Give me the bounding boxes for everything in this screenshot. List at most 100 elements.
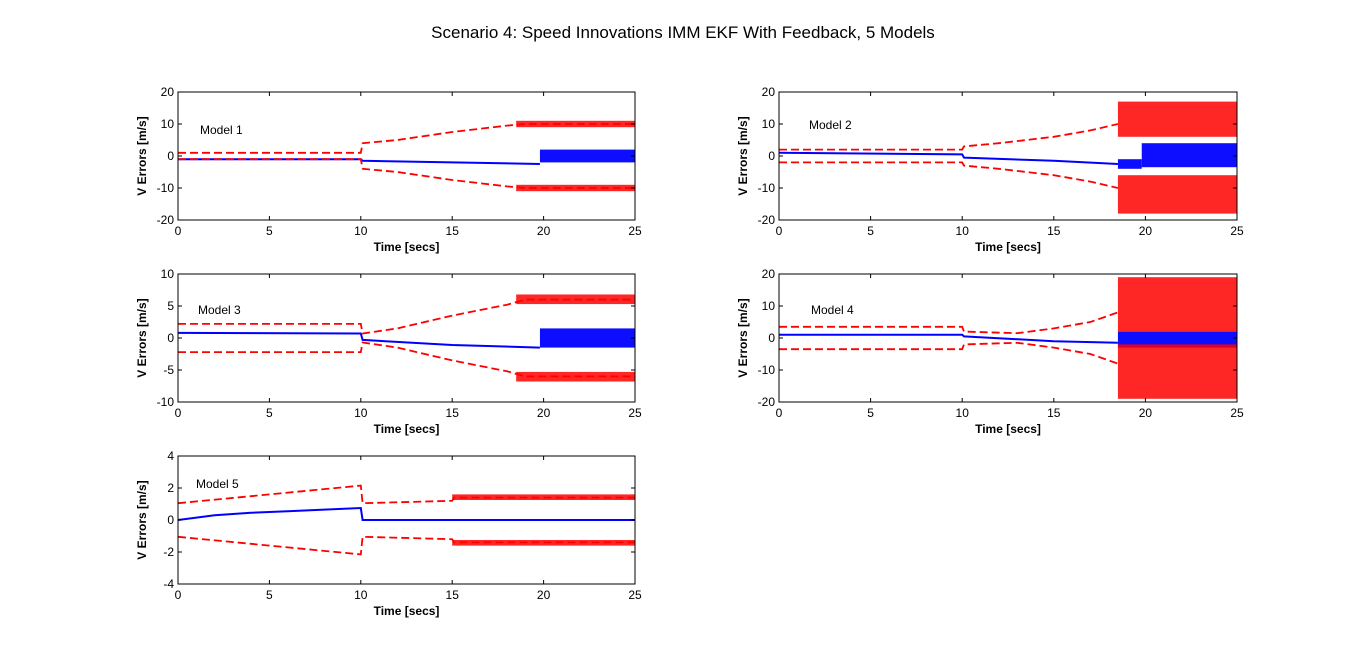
upper-bound-line xyxy=(779,123,1119,151)
lower-bound-line xyxy=(779,341,1119,365)
x-tick-label: 15 xyxy=(446,588,460,602)
model-annotation: Model 1 xyxy=(200,123,243,137)
subplot-model-3: 0 5 10 15 20 25 10 5 0 -5 -10 Time [secs] V Errors [… xyxy=(135,267,642,436)
x-tick-label: 0 xyxy=(776,406,783,420)
upper-bound-line xyxy=(178,123,635,154)
y-tick-label: 10 xyxy=(762,117,776,131)
y-tick-label: 10 xyxy=(161,117,175,131)
x-axis-label: Time [secs] xyxy=(975,240,1041,254)
y-tick-label: 0 xyxy=(768,149,775,163)
y-tick-label: -5 xyxy=(163,363,174,377)
x-tick-label: 5 xyxy=(867,406,874,420)
y-axis-label: V Errors [m/s] xyxy=(736,298,750,377)
plot-area xyxy=(178,294,635,382)
x-tick-label: 10 xyxy=(956,224,970,238)
y-tick-label: 2 xyxy=(167,481,174,495)
innovation-line xyxy=(178,331,540,349)
lower-bound-oscillation-band xyxy=(516,184,635,192)
x-tick-label: 10 xyxy=(354,406,368,420)
x-tick-label: 25 xyxy=(628,224,642,238)
model-annotation: Model 4 xyxy=(811,303,854,317)
plot-area xyxy=(178,484,635,556)
y-tick-label: 10 xyxy=(762,299,776,313)
y-tick-label: 5 xyxy=(167,299,174,313)
lower-bound-line xyxy=(178,535,635,556)
x-tick-label: 5 xyxy=(266,406,273,420)
upper-bound-oscillation-band xyxy=(1117,101,1237,137)
lower-bound-line xyxy=(178,341,635,378)
x-tick-label: 15 xyxy=(1047,224,1061,238)
x-axis-label: Time [secs] xyxy=(374,422,440,436)
innovation-oscillation-band xyxy=(1117,331,1237,348)
plot-area xyxy=(779,101,1237,214)
x-tick-label: 25 xyxy=(628,588,642,602)
upper-bound-line xyxy=(178,298,635,335)
y-tick-label: 10 xyxy=(161,267,175,281)
x-tick-label: 20 xyxy=(537,588,551,602)
model-annotation: Model 3 xyxy=(198,303,241,317)
y-tick-label: -4 xyxy=(163,577,174,591)
lower-bound-oscillation-band xyxy=(1117,344,1237,399)
subplot-model-1: 0 5 10 15 20 25 20 10 0 -10 -20 Time [secs] V Errors… xyxy=(135,85,642,254)
innovation-oscillation-band xyxy=(1117,159,1142,169)
upper-bound-oscillation-band xyxy=(1117,277,1237,332)
y-axis-label: V Errors [m/s] xyxy=(736,116,750,195)
x-tick-label: 15 xyxy=(1047,406,1061,420)
model-annotation: Model 5 xyxy=(196,477,239,491)
lower-bound-line xyxy=(178,158,635,189)
y-tick-label: -20 xyxy=(758,213,776,227)
x-tick-label: 20 xyxy=(1139,406,1153,420)
x-axis-label: Time [secs] xyxy=(374,604,440,618)
upper-bound-line xyxy=(178,484,635,505)
x-tick-label: 5 xyxy=(867,224,874,238)
lower-bound-oscillation-band xyxy=(1117,175,1237,214)
x-tick-label: 0 xyxy=(175,406,182,420)
model-annotation: Model 2 xyxy=(809,118,852,132)
x-tick-label: 20 xyxy=(537,406,551,420)
y-tick-label: 20 xyxy=(161,85,175,99)
y-tick-label: -10 xyxy=(758,181,776,195)
y-tick-label: -10 xyxy=(157,181,175,195)
x-axis-label: Time [secs] xyxy=(975,422,1041,436)
x-tick-label: 5 xyxy=(266,224,273,238)
x-tick-label: 10 xyxy=(354,588,368,602)
y-axis-label: V Errors [m/s] xyxy=(135,116,149,195)
y-axis-label: V Errors [m/s] xyxy=(135,298,149,377)
plot-area xyxy=(779,277,1237,399)
figure-title: Scenario 4: Speed Innovations IMM EKF Wi… xyxy=(431,23,935,42)
subplot-model-4: 0 5 10 15 20 25 20 10 0 -10 -20 Time [secs] V Errors… xyxy=(736,267,1244,436)
y-axis-label: V Errors [m/s] xyxy=(135,480,149,559)
plot-area xyxy=(178,120,635,192)
y-tick-label: 4 xyxy=(167,449,174,463)
y-tick-label: -2 xyxy=(163,545,174,559)
x-tick-label: 15 xyxy=(446,224,460,238)
x-tick-label: 0 xyxy=(175,224,182,238)
lower-bound-line xyxy=(779,161,1119,189)
innovation-line xyxy=(178,506,635,521)
y-tick-label: -10 xyxy=(157,395,175,409)
y-tick-label: 0 xyxy=(167,331,174,345)
x-tick-label: 25 xyxy=(628,406,642,420)
x-tick-label: 10 xyxy=(354,224,368,238)
upper-bound-oscillation-band xyxy=(516,120,635,128)
x-tick-label: 25 xyxy=(1230,224,1244,238)
x-tick-label: 0 xyxy=(175,588,182,602)
x-tick-label: 0 xyxy=(776,224,783,238)
subplot-model-2: 0 5 10 15 20 25 20 10 0 -10 -20 Time [secs] V Errors… xyxy=(736,85,1244,254)
upper-bound-line xyxy=(779,311,1119,335)
x-tick-label: 5 xyxy=(266,588,273,602)
x-tick-label: 15 xyxy=(446,406,460,420)
y-tick-label: 0 xyxy=(167,513,174,527)
y-tick-label: 20 xyxy=(762,85,776,99)
x-axis-label: Time [secs] xyxy=(374,240,440,254)
y-tick-label: 20 xyxy=(762,267,776,281)
x-tick-label: 25 xyxy=(1230,406,1244,420)
y-tick-label: 0 xyxy=(167,149,174,163)
innovation-line xyxy=(779,151,1118,165)
y-tick-label: -10 xyxy=(758,363,776,377)
x-tick-label: 20 xyxy=(537,224,551,238)
y-tick-label: 0 xyxy=(768,331,775,345)
